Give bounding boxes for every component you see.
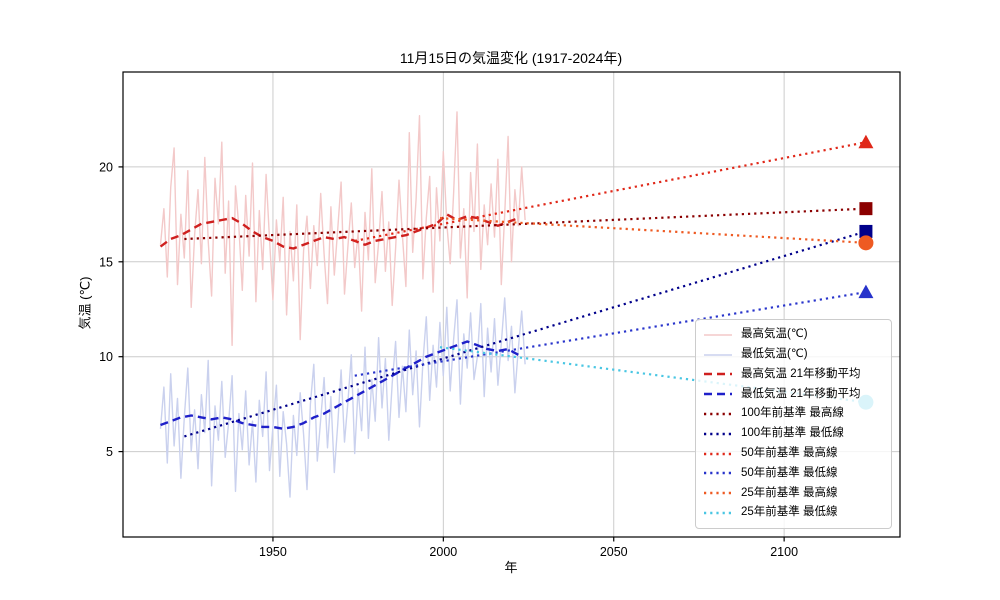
chart-title: 11月15日の気温変化 (1917-2024年) bbox=[399, 50, 623, 66]
trendline-base100-max bbox=[184, 207, 866, 241]
base100-max-square-marker bbox=[859, 202, 873, 216]
legend-item: 25年前基準 最低線 bbox=[704, 507, 883, 519]
legend-item: 最高気温 21年移動平均 bbox=[704, 367, 883, 381]
y-tick-label: 5 bbox=[106, 445, 113, 459]
legend-label: 最低気温 21年移動平均 bbox=[741, 387, 861, 400]
x-tick-label: 2100 bbox=[770, 545, 798, 559]
x-tick-label: 2000 bbox=[429, 545, 457, 559]
trendline-base100-min bbox=[184, 230, 867, 438]
legend-item: 最高気温(℃) bbox=[704, 329, 883, 341]
legend-label: 最高気温(℃) bbox=[741, 328, 808, 341]
legend-box: 最高気温(℃) 最低気温(℃) 最高気温 21年移動平均 最低気温 21年移動平均 10… bbox=[695, 319, 892, 529]
y-axis-label: 気温 (℃) bbox=[77, 276, 93, 330]
legend-line-swatch bbox=[704, 452, 732, 455]
series-max-raw bbox=[159, 111, 526, 346]
series-min-ma21 bbox=[160, 340, 519, 430]
base50-min-triangle-marker bbox=[858, 284, 874, 299]
x-tick-label: 2050 bbox=[600, 545, 628, 559]
series-min-raw bbox=[159, 297, 526, 498]
legend-label: 100年前基準 最低線 bbox=[741, 427, 844, 440]
legend-label: 50年前基準 最低線 bbox=[741, 466, 838, 479]
x-axis-label: 年 bbox=[504, 560, 518, 575]
plot-frame bbox=[122, 71, 901, 538]
legend-item: 50年前基準 最低線 bbox=[704, 466, 883, 480]
legend-line-swatch bbox=[704, 373, 732, 376]
legend-line-swatch bbox=[704, 353, 732, 356]
base25-max-circle-marker bbox=[858, 235, 874, 251]
legend-line-swatch bbox=[704, 472, 732, 475]
legend-label: 最低気温(℃) bbox=[741, 347, 808, 360]
x-tick-label: 1950 bbox=[259, 545, 287, 559]
y-tick-label: 15 bbox=[99, 255, 113, 269]
legend-line-swatch bbox=[704, 432, 732, 436]
legend-label: 25年前基準 最高線 bbox=[741, 486, 838, 499]
legend-item: 100年前基準 最低線 bbox=[704, 428, 883, 440]
legend-label: 25年前基準 最低線 bbox=[741, 506, 838, 519]
legend-line-swatch bbox=[704, 511, 732, 515]
trendline-base25-max bbox=[439, 217, 866, 244]
legend-line-swatch bbox=[704, 412, 732, 416]
legend-line-swatch bbox=[704, 334, 732, 336]
legend-item: 最低気温 21年移動平均 bbox=[704, 387, 883, 401]
base50-max-triangle-marker bbox=[858, 134, 874, 149]
legend-line-swatch bbox=[704, 393, 732, 396]
legend-label: 100年前基準 最高線 bbox=[741, 407, 844, 420]
legend-item: 最低気温(℃) bbox=[704, 347, 883, 361]
legend-item: 25年前基準 最高線 bbox=[704, 486, 883, 500]
legend-label: 50年前基準 最高線 bbox=[741, 446, 838, 459]
legend-item: 50年前基準 最高線 bbox=[704, 446, 883, 460]
y-tick-label: 10 bbox=[99, 350, 113, 364]
legend-item: 100年前基準 最高線 bbox=[704, 408, 883, 420]
base100-min-square-marker bbox=[859, 224, 873, 238]
legend-line-swatch bbox=[704, 492, 732, 495]
y-tick-label: 20 bbox=[99, 160, 113, 174]
legend-label: 最高気温 21年移動平均 bbox=[741, 367, 861, 380]
